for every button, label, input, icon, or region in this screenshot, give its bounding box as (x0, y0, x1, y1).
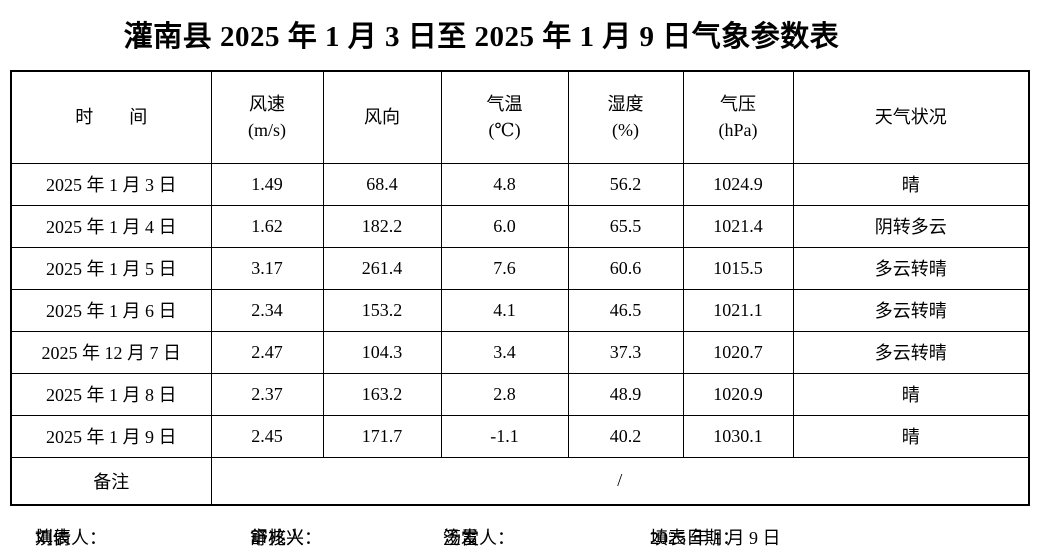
table-row: 2025 年 1 月 4 日 1.62 182.2 6.0 65.5 1021.… (10, 204, 1030, 248)
cell-weather-condition: 晴 (792, 162, 1030, 206)
cell-humidity: 40.2 (567, 414, 684, 458)
cell-wind-direction: 261.4 (322, 246, 442, 290)
cell-weather-condition: 阴转多云 (792, 204, 1030, 248)
issued-by-label: 签发人： (443, 528, 515, 546)
cell-temperature: 6.0 (440, 204, 569, 248)
cell-date: 2025 年 12 月 7 日 (10, 330, 212, 374)
cell-temperature: 4.1 (440, 288, 569, 332)
cell-wind-direction: 163.2 (322, 372, 442, 416)
cell-pressure: 1021.4 (682, 204, 794, 248)
cell-humidity: 46.5 (567, 288, 684, 332)
cell-humidity: 60.6 (567, 246, 684, 290)
cell-wind-speed: 2.37 (210, 372, 324, 416)
cell-pressure: 1030.1 (682, 414, 794, 458)
cell-temperature: 3.4 (440, 330, 569, 374)
cell-date: 2025 年 1 月 6 日 (10, 288, 212, 332)
cell-temperature: 4.8 (440, 162, 569, 206)
cell-wind-direction: 104.3 (322, 330, 442, 374)
cell-weather-condition: 多云转晴 (792, 246, 1030, 290)
remarks-row: 备注 / (10, 456, 1030, 506)
header-row: 时 间 风速 (m/s) 风向 气温 (℃) 湿度 (%) 气压 (hPa) 天… (10, 70, 1030, 164)
cell-date: 2025 年 1 月 5 日 (10, 246, 212, 290)
cell-date: 2025 年 1 月 3 日 (10, 162, 212, 206)
cell-pressure: 1020.9 (682, 372, 794, 416)
cell-wind-direction: 68.4 (322, 162, 442, 206)
cell-date: 2025 年 1 月 4 日 (10, 204, 212, 248)
fill-date-label: 填表日期： (650, 528, 740, 546)
cell-temperature: -1.1 (440, 414, 569, 458)
col-header-pressure: 气压 (hPa) (682, 70, 794, 164)
cell-pressure: 1020.7 (682, 330, 794, 374)
cell-humidity: 56.2 (567, 162, 684, 206)
col-header-weather-condition: 天气状况 (792, 70, 1030, 164)
issued-by-value: 汤雷 (443, 528, 479, 546)
cell-wind-direction: 153.2 (322, 288, 442, 332)
cell-pressure: 1021.1 (682, 288, 794, 332)
table-row: 2025 年 1 月 6 日 2.34 153.2 4.1 46.5 1021.… (10, 288, 1030, 332)
cell-wind-direction: 182.2 (322, 204, 442, 248)
fill-date-value: 2025 年 1 月 9 日 (650, 528, 781, 546)
page-title: 灌南县 2025 年 1 月 3 日至 2025 年 1 月 9 日气象参数表 (123, 21, 840, 53)
remarks-label: 备注 (10, 456, 212, 506)
cell-pressure: 1015.5 (682, 246, 794, 290)
reviewed-by-label: 审核人： (250, 528, 322, 546)
cell-wind-speed: 1.49 (210, 162, 324, 206)
cell-pressure: 1024.9 (682, 162, 794, 206)
cell-humidity: 65.5 (567, 204, 684, 248)
reviewed-by-value: 舒兆兴 (250, 528, 304, 546)
cell-humidity: 37.3 (567, 330, 684, 374)
cell-weather-condition: 晴 (792, 414, 1030, 458)
cell-weather-condition: 多云转晴 (792, 330, 1030, 374)
col-header-humidity: 湿度 (%) (567, 70, 684, 164)
table-row: 2025 年 1 月 3 日 1.49 68.4 4.8 56.2 1024.9… (10, 162, 1030, 206)
cell-date: 2025 年 1 月 9 日 (10, 414, 212, 458)
cell-date: 2025 年 1 月 8 日 (10, 372, 212, 416)
table-row: 2025 年 12 月 7 日 2.47 104.3 3.4 37.3 1020… (10, 330, 1030, 374)
cell-wind-speed: 1.62 (210, 204, 324, 248)
cell-wind-speed: 3.17 (210, 246, 324, 290)
cell-wind-speed: 2.34 (210, 288, 324, 332)
col-header-wind-direction: 风向 (322, 70, 442, 164)
cell-wind-speed: 2.47 (210, 330, 324, 374)
filled-by-label: 填表人： (35, 528, 107, 546)
cell-weather-condition: 多云转晴 (792, 288, 1030, 332)
cell-temperature: 2.8 (440, 372, 569, 416)
table-row: 2025 年 1 月 5 日 3.17 261.4 7.6 60.6 1015.… (10, 246, 1030, 290)
cell-wind-direction: 171.7 (322, 414, 442, 458)
table-row: 2025 年 1 月 8 日 2.37 163.2 2.8 48.9 1020.… (10, 372, 1030, 416)
footer: 填表人： 刘倩 审核人： 舒兆兴 签发人： 汤雷 填表日期： 2025 年 1 月 9 … (0, 506, 1039, 546)
weather-table: 时 间 风速 (m/s) 风向 气温 (℃) 湿度 (%) 气压 (hPa) 天… (10, 70, 1030, 506)
cell-weather-condition: 晴 (792, 372, 1030, 416)
filled-by-value: 刘倩 (35, 528, 71, 546)
col-header-wind-speed: 风速 (m/s) (210, 70, 324, 164)
col-header-temperature: 气温 (℃) (440, 70, 569, 164)
cell-temperature: 7.6 (440, 246, 569, 290)
table-row: 2025 年 1 月 9 日 2.45 171.7 -1.1 40.2 1030… (10, 414, 1030, 458)
col-header-time: 时 间 (10, 70, 212, 164)
remarks-value: / (210, 456, 1030, 506)
cell-humidity: 48.9 (567, 372, 684, 416)
cell-wind-speed: 2.45 (210, 414, 324, 458)
